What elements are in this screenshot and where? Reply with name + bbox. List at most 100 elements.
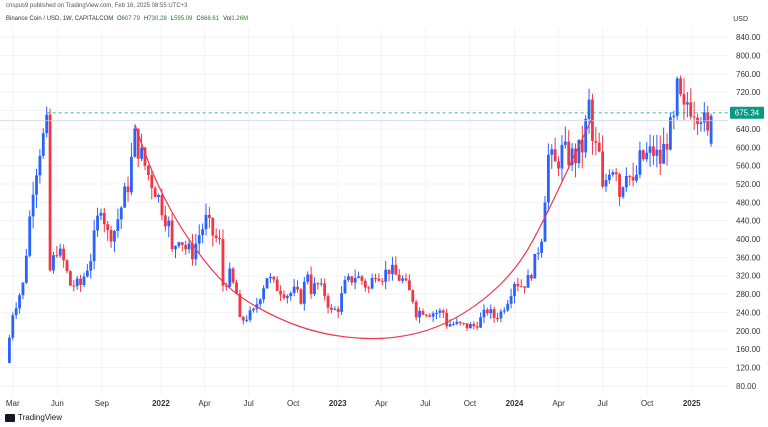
candle-body xyxy=(187,243,191,250)
candle-body xyxy=(38,155,42,176)
grid-lines xyxy=(0,28,728,395)
candle-body xyxy=(618,174,621,197)
candle-body xyxy=(299,289,303,304)
candle-body xyxy=(492,309,496,318)
price-tick-label: 760.00 xyxy=(736,70,761,79)
candle-body xyxy=(580,139,584,153)
candle-body xyxy=(235,282,238,294)
candle-body xyxy=(275,279,279,291)
price-unit: USD xyxy=(733,16,748,23)
time-tick-label: Apr xyxy=(375,399,388,408)
candles xyxy=(7,75,713,364)
price-tick-label: 840.00 xyxy=(736,33,761,42)
candle-body xyxy=(316,283,320,285)
candle-body xyxy=(262,288,266,300)
candle-body xyxy=(652,146,655,156)
candle-body xyxy=(330,307,333,310)
candle-body xyxy=(258,299,262,305)
price-tick-label: 640.00 xyxy=(736,125,761,134)
candle-body xyxy=(214,235,218,239)
symbol-info: Binance Coin / USD, 1W, CAPITALCOM O607.… xyxy=(6,16,254,22)
candle-body xyxy=(353,277,357,283)
candle-body xyxy=(157,194,160,198)
candle-body xyxy=(455,321,459,324)
candle-body xyxy=(391,264,394,274)
candle-body xyxy=(323,283,327,297)
candle-body xyxy=(672,115,676,118)
brand-name: TradingView xyxy=(18,413,63,422)
tradingview-brand[interactable]: TradingView xyxy=(5,413,62,422)
candle-body xyxy=(65,260,69,272)
candle-body xyxy=(238,293,242,317)
candle-body xyxy=(560,144,564,169)
candle-body xyxy=(669,117,672,150)
ohlc-c: C668.61 xyxy=(196,16,220,22)
candle-body xyxy=(587,99,591,119)
candle-body xyxy=(438,310,442,313)
price-tick-label: 400.00 xyxy=(736,235,761,244)
candle-body xyxy=(452,323,455,325)
candle-body xyxy=(92,230,96,262)
candle-body xyxy=(519,286,523,288)
candle-body xyxy=(207,214,211,219)
candle-body xyxy=(421,310,425,315)
candle-body xyxy=(526,275,530,288)
candle-body xyxy=(424,314,428,316)
candle-body xyxy=(231,268,235,283)
candle-body xyxy=(282,294,286,298)
candle-body xyxy=(418,310,421,318)
candle-body xyxy=(607,174,611,181)
price-tick-label: 560.00 xyxy=(736,162,761,171)
time-tick-label: Jul xyxy=(420,399,430,408)
price-tick-label: 320.00 xyxy=(736,272,761,281)
candle-body xyxy=(428,315,432,317)
candle-body xyxy=(11,315,15,338)
candle-body xyxy=(546,154,550,203)
candle-body xyxy=(387,269,391,274)
candle-body xyxy=(269,276,272,279)
candle-body xyxy=(69,271,72,286)
candle-body xyxy=(553,149,557,162)
candle-body xyxy=(645,152,649,160)
candle-body xyxy=(530,275,533,279)
candle-body xyxy=(370,278,374,289)
candle-body xyxy=(594,140,598,143)
candle-body xyxy=(96,215,99,231)
candle-body xyxy=(411,290,415,302)
candle-body xyxy=(624,176,628,188)
candle-body xyxy=(99,212,103,216)
candle-body xyxy=(14,308,18,316)
candle-body xyxy=(397,274,401,281)
candle-body xyxy=(621,187,625,197)
candle-body xyxy=(119,207,123,220)
cup-pattern-curve xyxy=(134,117,593,340)
candle-body xyxy=(482,309,486,318)
time-tick-label: Jul xyxy=(598,399,608,408)
candle-body xyxy=(116,219,120,231)
price-tick-label: 160.00 xyxy=(736,345,761,354)
candle-body xyxy=(401,278,405,281)
ohlc-l: L595.09 xyxy=(170,16,193,22)
candle-body xyxy=(506,303,510,311)
candle-body xyxy=(102,212,106,225)
candle-body xyxy=(692,116,696,118)
candle-body xyxy=(523,286,527,288)
candle-body xyxy=(574,148,577,164)
candle-body xyxy=(201,229,205,236)
candle-body xyxy=(533,253,537,279)
candle-body xyxy=(462,323,466,325)
time-tick-label: Apr xyxy=(198,399,211,408)
candle-body xyxy=(289,293,293,297)
candle-body xyxy=(689,102,693,117)
candle-body xyxy=(360,276,364,281)
candle-body xyxy=(631,176,635,181)
candle-body xyxy=(113,230,116,242)
candle-body xyxy=(374,278,377,280)
candle-body xyxy=(309,274,313,295)
candle-body xyxy=(648,146,652,153)
candle-body xyxy=(350,276,354,283)
candle-body xyxy=(367,287,371,289)
candle-body xyxy=(228,268,232,287)
candle-body xyxy=(72,285,76,287)
